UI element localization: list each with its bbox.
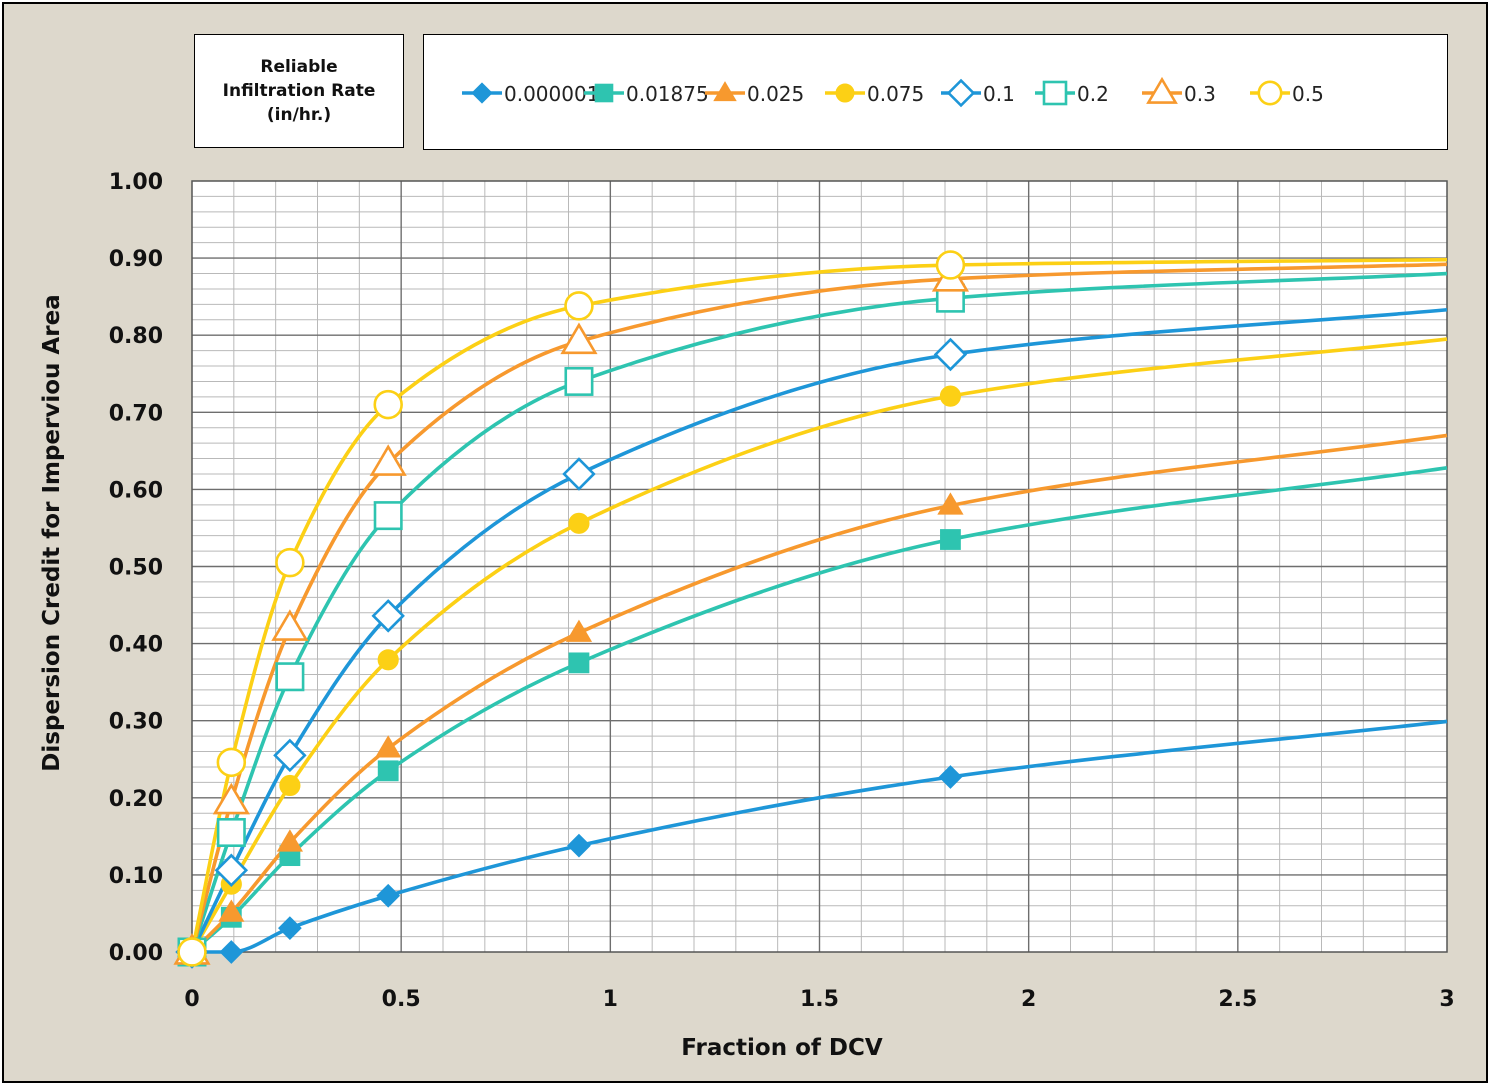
data-point-4 [568, 512, 590, 534]
y-tick-label: 0.10 [109, 864, 163, 889]
data-point-3 [375, 735, 402, 758]
data-point-1 [938, 765, 963, 789]
series-line-3 [190, 433, 1448, 954]
legend-marker-7 [1146, 76, 1178, 104]
legend-marker-3 [713, 81, 737, 102]
data-point-2 [568, 652, 590, 674]
y-tick-label: 0.00 [109, 941, 163, 966]
data-point-7 [271, 609, 309, 641]
data-point-4 [939, 385, 962, 407]
data-point-5 [562, 457, 596, 491]
data-point-6 [564, 366, 594, 396]
series-line-5 [190, 307, 1448, 953]
data-point-5 [371, 599, 405, 633]
data-point-1 [567, 833, 591, 858]
legend-label-4: 0.075 [867, 82, 924, 106]
y-axis-title: Dispersion Credit for Imperviou Area [39, 294, 65, 772]
data-point-6 [216, 817, 246, 847]
series-line-2 [190, 466, 1448, 954]
data-point-7 [212, 782, 250, 815]
data-point-8 [216, 747, 247, 778]
legend-label-7: 0.3 [1184, 82, 1216, 106]
data-point-7 [560, 322, 598, 355]
x-tick-label: 0.5 [382, 987, 421, 1012]
y-tick-label: 0.60 [109, 478, 163, 503]
series-line-6 [190, 271, 1448, 953]
data-point-2 [940, 529, 961, 550]
data-point-1 [219, 940, 244, 964]
y-tick-label: 1.00 [109, 170, 163, 195]
data-point-3 [218, 899, 245, 922]
legend-marker-5 [946, 78, 976, 108]
grid-lines [191, 180, 1448, 953]
x-tick-label: 0 [184, 987, 199, 1012]
series-line-1 [191, 719, 1448, 954]
data-point-3 [276, 829, 304, 852]
data-point-4 [279, 774, 301, 797]
x-tick-label: 1 [603, 987, 618, 1012]
legend: 0.000001 0.01875 0.025 0.075 0.1 0.2 0.3 0.5 [423, 34, 1448, 150]
data-point-5 [214, 853, 249, 887]
data-point-8 [373, 389, 403, 420]
data-point-1 [376, 883, 401, 908]
data-point-8 [275, 547, 305, 578]
data-point-1 [278, 916, 302, 940]
data-point-6 [275, 662, 305, 692]
data-point-3 [937, 492, 964, 515]
legend-label-5: 0.1 [983, 82, 1015, 106]
axis-tick-labels: 0 0.5 1 1.5 2 2.5 3 0.00 0.10 0.20 0.30 0.40 0.50 0.6… [109, 170, 1455, 1012]
x-tick-label: 1.5 [800, 987, 839, 1012]
legend-marker-6 [1042, 80, 1068, 106]
x-tick-label: 2 [1021, 987, 1036, 1012]
x-axis-title: Fraction of DCV [681, 1035, 883, 1061]
data-point-5 [933, 337, 968, 372]
legend-label-2: 0.01875 [626, 82, 709, 106]
legend-label-1: 0.000001 [504, 82, 599, 106]
y-tick-label: 0.20 [109, 787, 163, 812]
legend-marker-2 [594, 83, 614, 103]
series-markers [173, 250, 970, 969]
x-tick-label: 3 [1439, 987, 1454, 1012]
series-lines [190, 257, 1448, 954]
data-point-6 [373, 501, 403, 531]
data-point-4 [377, 649, 399, 671]
legend-marker-1 [471, 82, 493, 104]
legend-label-3: 0.025 [747, 82, 804, 106]
data-point-7 [369, 444, 407, 476]
series-line-4 [190, 337, 1448, 953]
series-line-8 [190, 257, 1448, 953]
legend-entries: 0.000001 0.01875 0.025 0.075 0.1 0.2 0.3 0.5 [462, 76, 1324, 108]
legend-label-6: 0.2 [1077, 82, 1109, 106]
data-point-8 [177, 937, 207, 967]
legend-title: Reliable Infiltration Rate (in/hr.) [194, 34, 404, 148]
y-tick-label: 0.90 [109, 247, 163, 272]
data-point-5 [273, 738, 307, 773]
data-point-8 [935, 250, 966, 280]
y-tick-label: 0.30 [109, 710, 163, 735]
legend-marker-8 [1257, 80, 1283, 106]
x-tick-label: 2.5 [1218, 987, 1257, 1012]
data-point-2 [377, 760, 399, 782]
y-tick-label: 0.80 [109, 324, 163, 349]
data-point-8 [564, 291, 594, 321]
legend-marker-4 [835, 83, 855, 103]
plot-border [191, 180, 1448, 953]
legend-label-8: 0.5 [1292, 82, 1324, 106]
y-tick-label: 0.70 [109, 401, 163, 426]
data-point-3 [565, 619, 593, 642]
y-tick-label: 0.50 [109, 556, 163, 581]
y-tick-label: 0.40 [109, 633, 163, 658]
